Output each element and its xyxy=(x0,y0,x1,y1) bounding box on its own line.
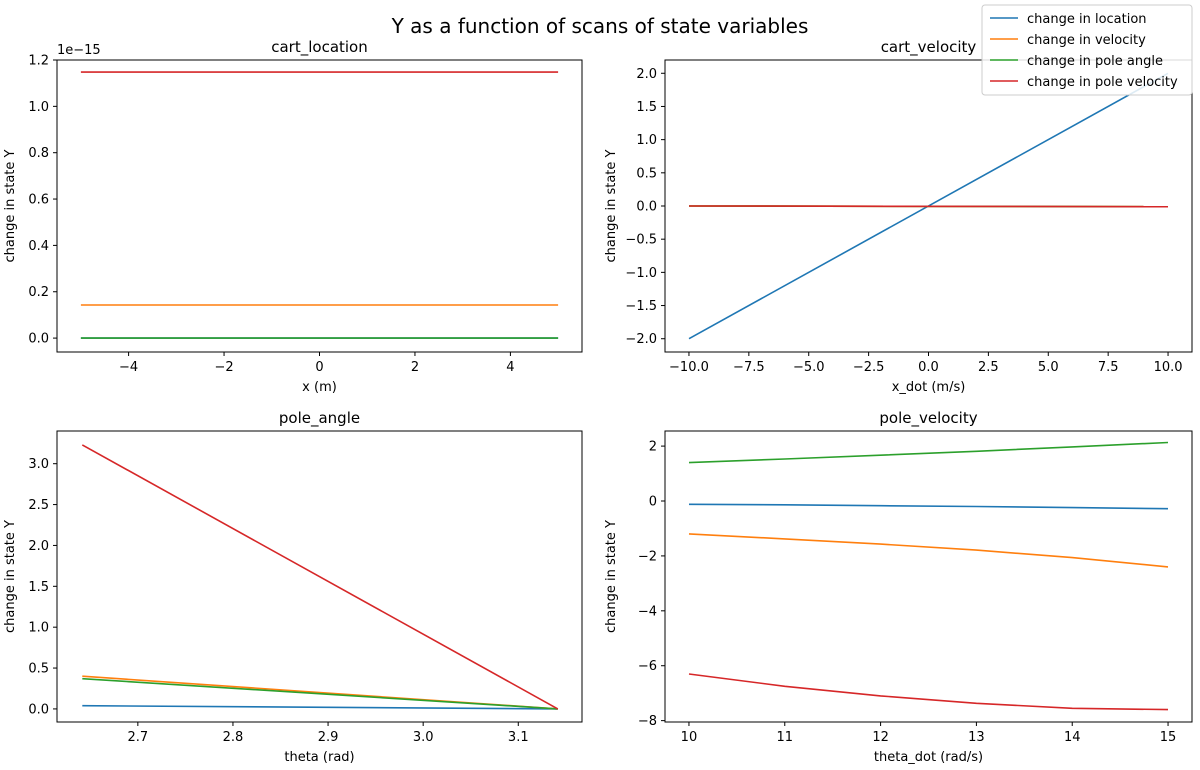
x-tick-label: 2 xyxy=(411,360,419,375)
legend-entry-pole-velocity: change in pole velocity xyxy=(990,75,1178,90)
x-tick-label: −10.0 xyxy=(669,360,709,375)
x-axis-label: theta_dot (rad/s) xyxy=(874,750,983,765)
y-axis-label: change in state Y xyxy=(604,149,619,262)
axes-frame xyxy=(56,430,583,723)
y-tick-label: 1.5 xyxy=(28,580,49,595)
y-tick-label: −6 xyxy=(638,659,657,674)
y-tick-label: 1.2 xyxy=(28,54,49,69)
subplot-cart-velocity: −10.0 −7.5 −5.0 −2.5 0.0 2.5 5.0 7.5 10.0 −2.0 −1.… xyxy=(604,38,1193,395)
y-axis-label: change in state Y xyxy=(3,149,18,262)
y-tick-label: 0.2 xyxy=(28,285,49,300)
y-tick-label: 0.5 xyxy=(636,166,657,181)
series-line-change-in-pole-velocity xyxy=(688,205,1169,208)
y-tick-label: 1.0 xyxy=(636,133,657,148)
subplot-title: pole_velocity xyxy=(879,409,977,428)
y-tick-label: 1.0 xyxy=(28,621,49,636)
y-axis-label: change in state Y xyxy=(604,520,619,633)
y-tick-label: 0.8 xyxy=(28,146,49,161)
x-axis-label: theta (rad) xyxy=(284,750,354,765)
y-tick-label: 0.0 xyxy=(28,702,49,717)
series-line-change-in-pole-velocity xyxy=(688,673,1169,711)
x-tick-label: 10.0 xyxy=(1154,360,1183,375)
y-tick-label: −8 xyxy=(638,714,657,729)
x-tick-label: −5.0 xyxy=(793,360,825,375)
y-tick-label: 0 xyxy=(649,495,657,510)
subplot-pole-velocity: 10 11 12 13 14 15 −8 −6 −4 −2 0 2 pole_velocitytheta… xyxy=(604,409,1193,765)
y-tick-label: −4 xyxy=(638,604,657,619)
y-tick-label: 0.5 xyxy=(28,662,49,677)
subplot-cart-location: −4 −2 0 2 4 0.0 0.2 0.4 0.6 0.8 1.0 1.2 cart_locatio… xyxy=(3,38,583,395)
y-tick-label: 0.4 xyxy=(28,239,49,254)
y-tick-label: 3.0 xyxy=(28,457,49,472)
x-tick-label: 11 xyxy=(776,730,793,745)
subplot-title: pole_angle xyxy=(279,409,360,428)
x-tick-label: 2.8 xyxy=(223,730,244,745)
y-tick-label: 0.0 xyxy=(636,200,657,215)
y-tick-label: −1.0 xyxy=(625,266,657,281)
x-axis-label: x_dot (m/s) xyxy=(892,380,966,395)
x-tick-label: −4 xyxy=(119,360,138,375)
y-tick-label: 2.0 xyxy=(636,67,657,82)
y-tick-label: −2 xyxy=(638,549,657,564)
series-line-change-in-pole-angle xyxy=(688,441,1169,464)
series-line-change-in-location xyxy=(688,503,1169,510)
x-tick-label: 3.1 xyxy=(508,730,529,745)
x-tick-label: 12 xyxy=(872,730,889,745)
x-tick-label: 2.5 xyxy=(978,360,999,375)
x-tick-label: 2.7 xyxy=(127,730,148,745)
y-tick-label: 1.5 xyxy=(636,100,657,115)
y-tick-label: −1.5 xyxy=(625,299,657,314)
x-tick-label: 0 xyxy=(315,360,323,375)
legend-entry-pole-angle: change in pole angle xyxy=(990,54,1163,69)
series-line-change-in-location xyxy=(82,704,558,710)
x-tick-label: 14 xyxy=(1064,730,1081,745)
series-line-change-in-velocity xyxy=(688,533,1169,568)
legend-label-velocity: change in velocity xyxy=(1027,33,1146,48)
x-tick-label: 7.5 xyxy=(1098,360,1119,375)
legend-frame xyxy=(981,4,1193,96)
series-line-change-in-pole-velocity xyxy=(81,444,559,710)
x-tick-label: −2.5 xyxy=(853,360,885,375)
axes-frame xyxy=(664,430,1193,723)
y-tick-label: 1.0 xyxy=(28,100,49,115)
y-tick-label: 0.6 xyxy=(28,193,49,208)
x-tick-label: 13 xyxy=(968,730,985,745)
y-tick-label: 2.5 xyxy=(28,498,49,513)
y-tick-label: 2.0 xyxy=(28,539,49,554)
series-line-change-in-pole-angle xyxy=(82,677,558,710)
x-tick-label: 3.0 xyxy=(413,730,434,745)
subplot-title: cart_location xyxy=(271,38,368,57)
legend-entry-location: change in location xyxy=(990,12,1147,27)
figure-legend: change in location change in velocity ch… xyxy=(981,4,1193,96)
x-tick-label: −2 xyxy=(214,360,233,375)
x-tick-label: 10 xyxy=(681,730,698,745)
subplot-title: cart_velocity xyxy=(881,38,977,57)
axes-frame xyxy=(56,59,583,353)
subplot-pole-angle: 2.7 2.8 2.9 3.0 3.1 0.0 0.5 1.0 1.5 2.0 2.5 3.0 pole… xyxy=(3,409,583,765)
y-tick-label: 0.0 xyxy=(28,332,49,347)
figure-title: Y as a function of scans of state variab… xyxy=(391,14,809,38)
y-tick-label: −2.0 xyxy=(625,332,657,347)
x-tick-label: 15 xyxy=(1160,730,1177,745)
legend-label-location: change in location xyxy=(1027,12,1147,27)
legend-entry-velocity: change in velocity xyxy=(990,33,1146,48)
subplots: −4 −2 0 2 4 0.0 0.2 0.4 0.6 0.8 1.0 1.2 cart_locatio… xyxy=(3,38,1193,765)
y-tick-label: −0.5 xyxy=(625,233,657,248)
y-axis-label: change in state Y xyxy=(3,520,18,633)
legend-label-pole-velocity: change in pole velocity xyxy=(1027,75,1178,90)
y-tick-label: 2 xyxy=(649,440,657,455)
legend-label-pole-angle: change in pole angle xyxy=(1027,54,1163,69)
axis-offset-text: 1e−15 xyxy=(57,43,101,58)
x-tick-label: 0.0 xyxy=(918,360,939,375)
x-tick-label: 5.0 xyxy=(1038,360,1059,375)
x-tick-label: 2.9 xyxy=(318,730,339,745)
x-axis-label: x (m) xyxy=(302,380,337,395)
x-tick-label: −7.5 xyxy=(733,360,765,375)
x-tick-label: 4 xyxy=(506,360,514,375)
